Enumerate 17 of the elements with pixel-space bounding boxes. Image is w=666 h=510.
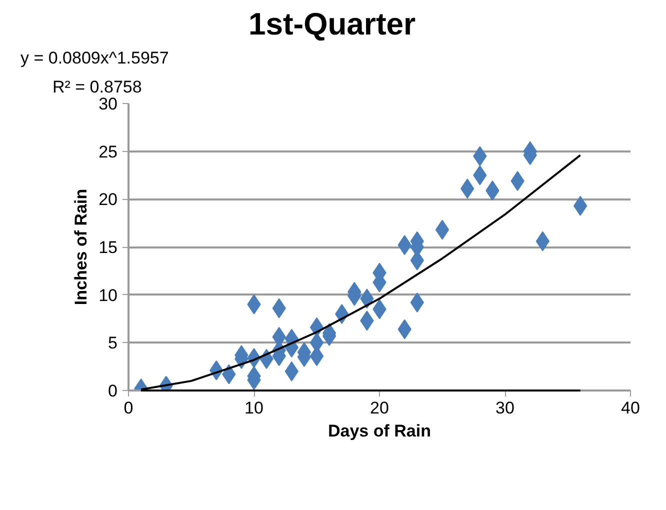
x-axis-title: Days of Rain <box>328 422 431 440</box>
chart-title: 1st-Quarter <box>248 6 416 42</box>
y-tick-label: 10 <box>98 286 118 305</box>
y-tick-label: 20 <box>98 190 118 210</box>
x-tick-label: 10 <box>244 398 264 418</box>
y-axis-title: Inches of Rain <box>72 188 91 306</box>
x-tick-label: 0 <box>124 398 134 418</box>
x-tick-label: 30 <box>496 398 514 418</box>
x-tick-label: 40 <box>621 398 640 418</box>
text: R² = 0.8758 <box>52 78 142 96</box>
y-tick-label: 30 <box>98 94 118 114</box>
y-tick-label: 0 <box>108 382 118 400</box>
x-tick-label: 20 <box>370 398 389 418</box>
y-tick-label: 25 <box>98 142 118 162</box>
y-tick-label: 15 <box>98 238 118 257</box>
y-tick-label: 5 <box>108 334 118 353</box>
text: y = 0.0809x^1.5957 <box>20 48 169 68</box>
